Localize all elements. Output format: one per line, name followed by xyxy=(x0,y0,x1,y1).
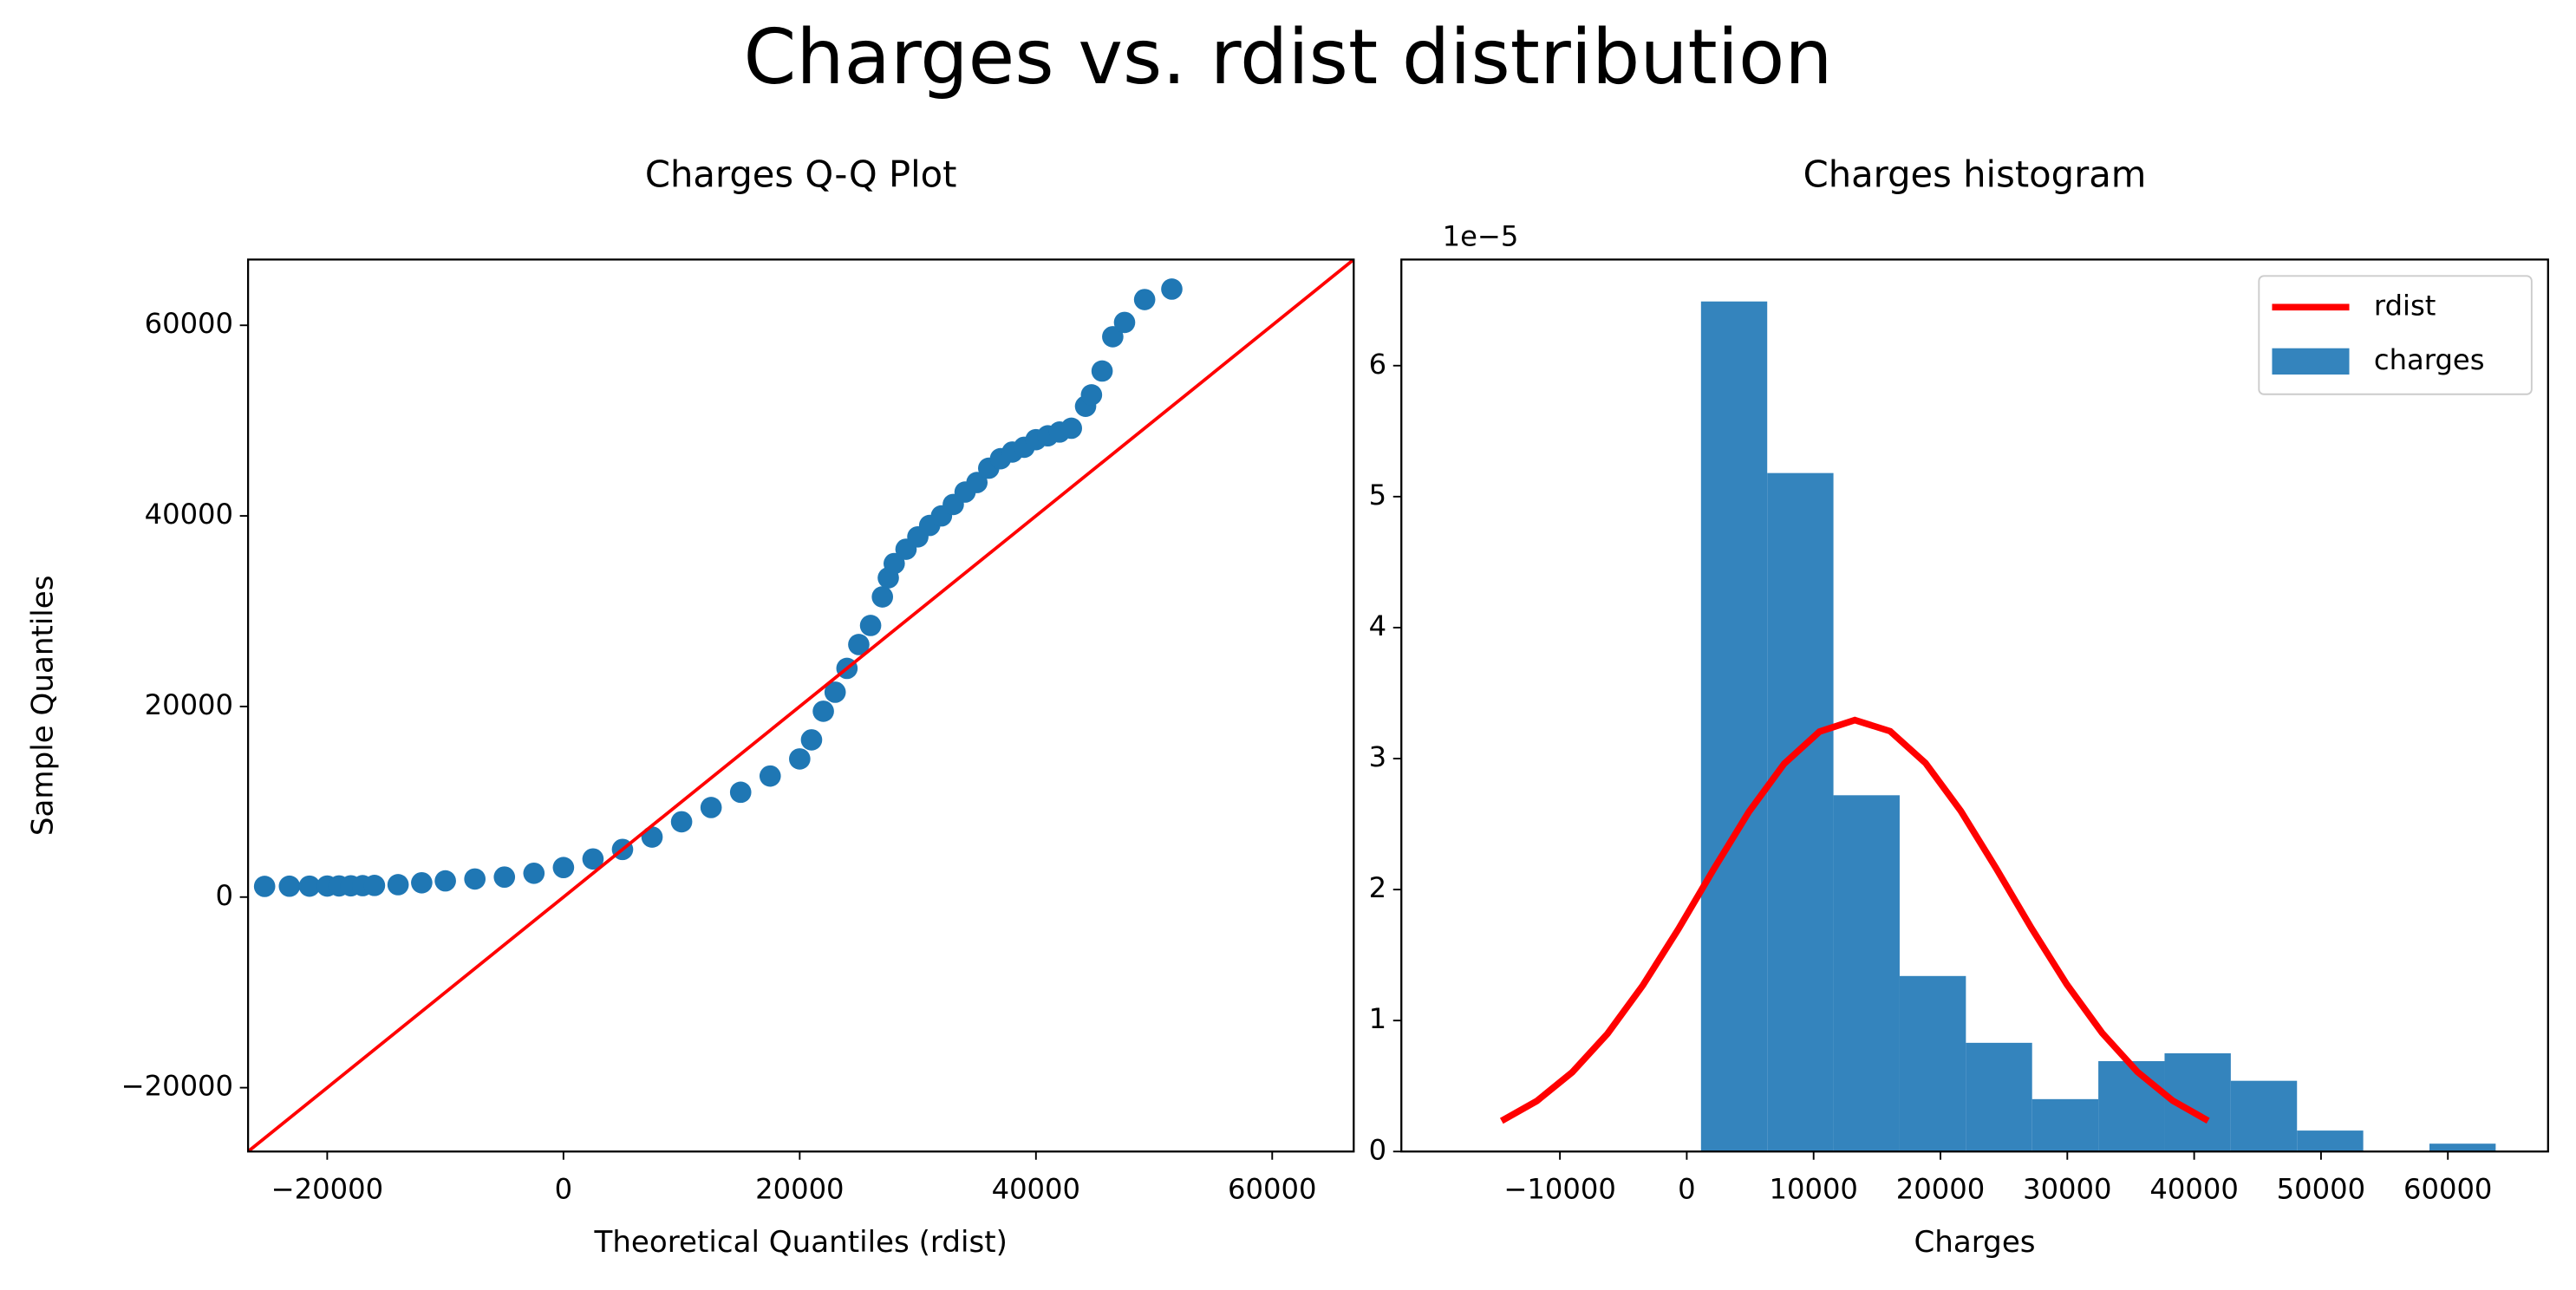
point xyxy=(493,866,516,889)
point xyxy=(253,876,276,897)
point xyxy=(812,700,834,722)
point xyxy=(800,729,823,751)
axes-title: Charges histogram xyxy=(1803,153,2147,196)
histogram-bar xyxy=(1966,1042,2032,1152)
point xyxy=(411,871,433,894)
y-tick-label: 20000 xyxy=(145,688,233,721)
legend-label: rdist xyxy=(2374,289,2436,322)
x-tick-label: 20000 xyxy=(1896,1173,1985,1206)
y-tick-label: 2 xyxy=(1369,871,1386,904)
point xyxy=(824,681,846,703)
histogram-bar xyxy=(1833,795,1900,1152)
x-tick-label: 20000 xyxy=(755,1173,844,1206)
histogram-bar xyxy=(2429,1143,2496,1152)
y-tick-label: 60000 xyxy=(145,307,233,340)
histogram-bar xyxy=(2230,1080,2298,1152)
x-tick-label: 60000 xyxy=(2403,1173,2492,1206)
y-tick-label: 5 xyxy=(1369,479,1386,511)
x-axis-label: Theoretical Quantiles (rdist) xyxy=(594,1225,1008,1260)
point xyxy=(670,811,693,833)
y-tick-label: −20000 xyxy=(121,1070,233,1103)
point xyxy=(1091,360,1113,382)
y-axis-label: Sample Quantiles xyxy=(26,575,61,836)
point xyxy=(523,862,545,884)
y-tick-label: 6 xyxy=(1369,348,1386,381)
point xyxy=(1133,289,1156,310)
point xyxy=(278,875,301,897)
reference-line xyxy=(248,259,1354,1152)
point xyxy=(700,797,722,818)
point xyxy=(1161,278,1183,300)
point xyxy=(582,848,604,870)
x-tick-label: 30000 xyxy=(2023,1173,2111,1206)
point xyxy=(1102,326,1124,348)
y-offset-label: 1e−5 xyxy=(1443,220,1519,253)
x-tick-label: 0 xyxy=(555,1173,572,1206)
plot-area xyxy=(1499,301,2496,1152)
point xyxy=(729,781,752,804)
point xyxy=(1060,417,1082,440)
y-tick-label: 0 xyxy=(1369,1133,1386,1166)
x-tick-label: 50000 xyxy=(2277,1173,2365,1206)
x-tick-label: −20000 xyxy=(271,1173,383,1206)
point xyxy=(434,870,456,892)
histogram-bar xyxy=(2098,1061,2165,1152)
y-tick-label: 0 xyxy=(216,879,233,912)
axes-title: Charges Q-Q Plot xyxy=(645,153,957,196)
histogram-bar xyxy=(1767,472,1834,1152)
point xyxy=(871,586,894,608)
y-tick-label: 40000 xyxy=(145,498,233,531)
density-line xyxy=(1499,716,2210,1124)
point xyxy=(884,552,905,575)
point xyxy=(298,875,321,897)
point xyxy=(759,765,781,787)
point xyxy=(387,874,409,896)
histogram-bar xyxy=(1700,301,1768,1152)
x-tick-label: −10000 xyxy=(1503,1173,1615,1206)
x-tick-label: 40000 xyxy=(992,1173,1080,1206)
axes-frame xyxy=(246,258,1355,1153)
x-tick-label: 60000 xyxy=(1228,1173,1316,1206)
point xyxy=(859,615,882,636)
point xyxy=(789,748,811,770)
point xyxy=(363,875,386,896)
point xyxy=(1080,384,1103,406)
x-tick-label: 40000 xyxy=(2149,1173,2238,1206)
x-axis-label: Charges xyxy=(1914,1225,2035,1260)
figure-title: Charges vs. rdist distribution xyxy=(743,13,1832,101)
point xyxy=(464,868,486,890)
histogram-bar xyxy=(2297,1130,2364,1152)
point xyxy=(552,857,575,879)
legend-swatch xyxy=(2272,348,2350,375)
legend-label: charges xyxy=(2374,343,2485,376)
y-tick-label: 4 xyxy=(1369,609,1386,642)
x-tick-label: 10000 xyxy=(1769,1173,1857,1206)
y-tick-label: 1 xyxy=(1369,1002,1386,1035)
point xyxy=(848,634,870,655)
x-tick-label: 0 xyxy=(1678,1173,1695,1206)
axes-frame xyxy=(1400,258,2549,1153)
histogram-bar xyxy=(2031,1098,2099,1152)
histogram-bar xyxy=(1899,975,1966,1152)
plot-area xyxy=(248,259,1354,1152)
y-tick-label: 3 xyxy=(1369,740,1386,773)
point xyxy=(1113,311,1136,334)
point xyxy=(966,472,988,493)
